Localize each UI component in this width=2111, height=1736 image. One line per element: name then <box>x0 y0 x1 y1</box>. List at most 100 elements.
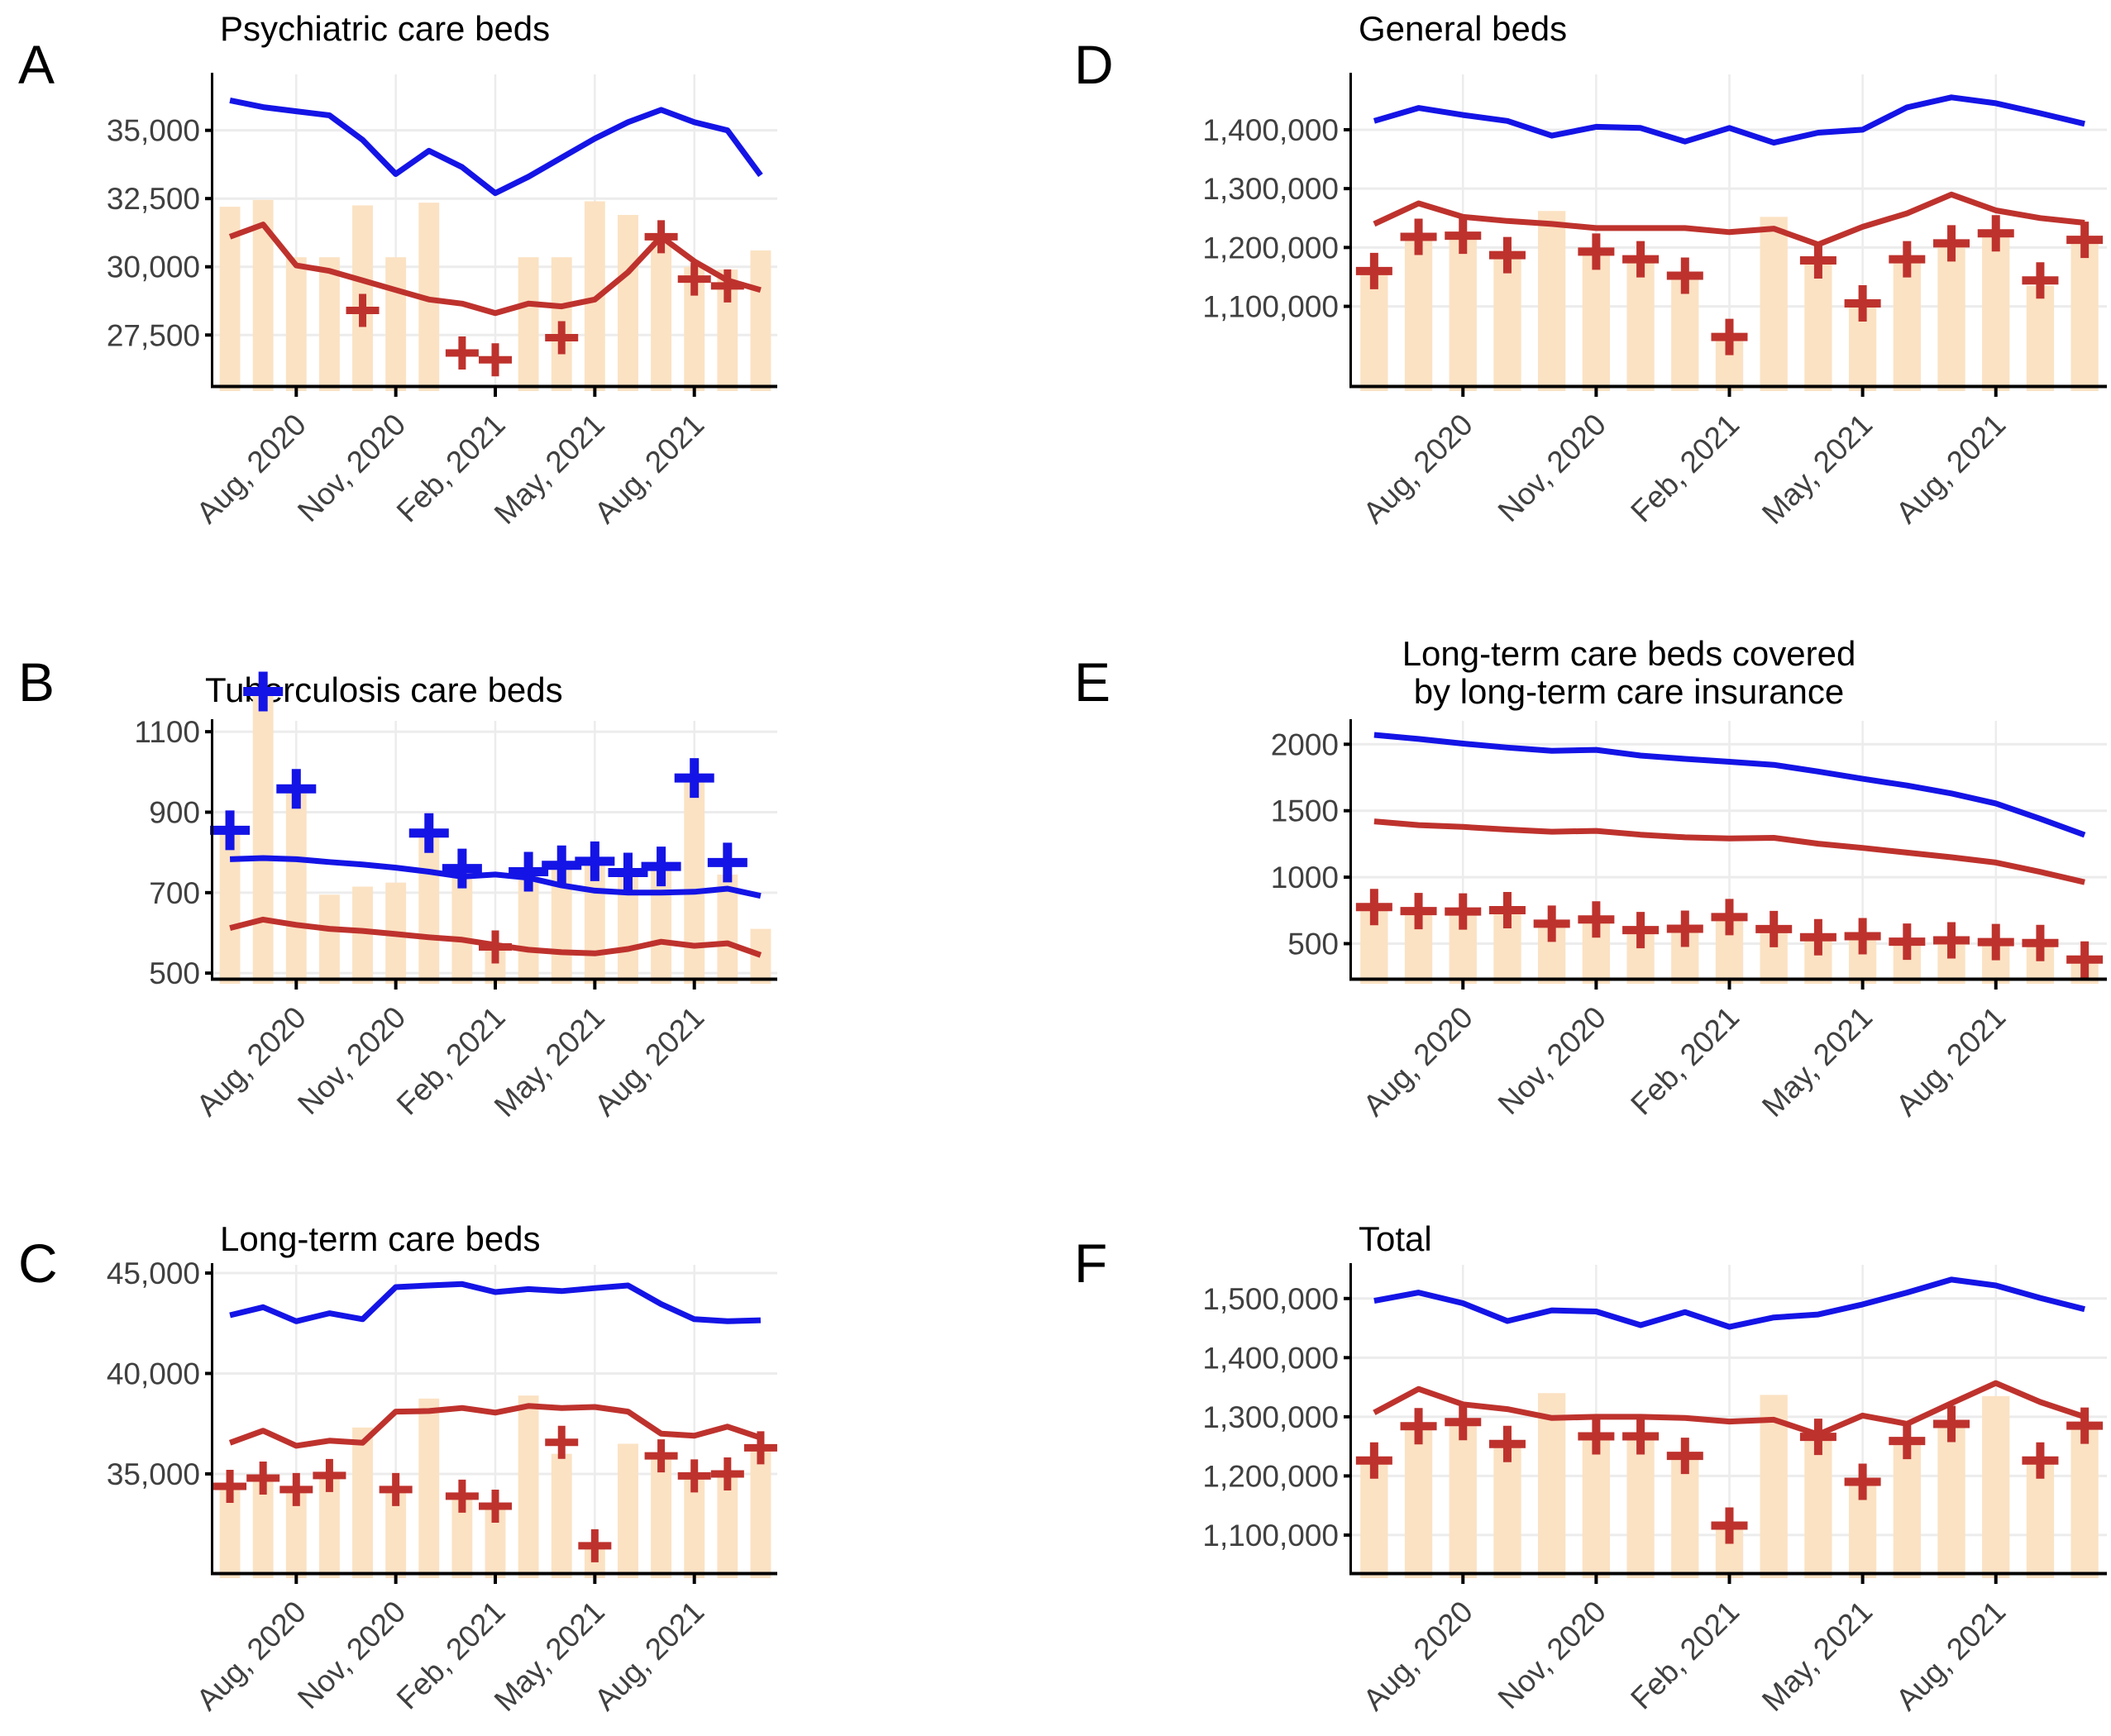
panel-b-bar <box>750 928 771 984</box>
panel-c-y-tick-label: 40,000 <box>107 1357 200 1390</box>
panel-d-bar <box>1760 217 1788 391</box>
panel-d-x-tick-label: Aug, 2021 <box>1889 408 2012 530</box>
panel-e-x-tick-label: Aug, 2021 <box>1889 1000 2012 1123</box>
panel-d-letter: D <box>1074 34 1114 95</box>
panel-c-x-tick-label: May, 2021 <box>488 1595 611 1718</box>
panel-f-red-plus <box>1622 1418 1660 1455</box>
panel-b-y-tick-label: 1100 <box>134 715 200 749</box>
panel-e-red-line <box>1373 818 2085 885</box>
panel-c-red-plus <box>710 1457 744 1490</box>
panel-a-title: Psychiatric care beds <box>220 9 551 48</box>
panel-d-red-plus <box>2066 222 2104 259</box>
panel-c-bar <box>717 1473 738 1578</box>
panel-b-y-tick-label: 900 <box>149 795 200 829</box>
panel-d-red-plus <box>2022 262 2059 299</box>
panel-c-red-plus <box>279 1472 313 1506</box>
panel-f-red-plus <box>1799 1419 1836 1456</box>
panel-f-title: Total <box>1359 1219 1432 1258</box>
panel-f-x-tick-label: Nov, 2020 <box>1492 1595 1612 1715</box>
panel-f-x-tick-label: May, 2021 <box>1755 1595 1879 1718</box>
panel-a-x-tick-label: May, 2021 <box>488 408 611 531</box>
panel-c-red-plus <box>743 1431 777 1465</box>
panel-a-red-plus <box>479 343 512 377</box>
panel-f-letter: F <box>1074 1233 1108 1294</box>
panel-a-red-plus <box>710 269 744 303</box>
panel-d-bar <box>1937 244 1965 391</box>
panel-f-red-plus <box>1355 1442 1392 1479</box>
panel-f-y-tick-label: 1,400,000 <box>1202 1341 1339 1375</box>
panel-e-x-tick-label: May, 2021 <box>1755 1000 1879 1123</box>
panel-e-x-tick-label: Aug, 2020 <box>1357 1000 1479 1123</box>
panel-e-x-tick-label: Feb, 2021 <box>1624 1000 1746 1122</box>
panel-e-red-plus <box>1400 893 1437 930</box>
panel-d-red-plus <box>1844 285 1881 322</box>
panel-a-x-tick-label: Aug, 2020 <box>190 408 313 530</box>
panel-b-x-tick-label: Aug, 2021 <box>588 1000 710 1123</box>
panel-c-red-plus <box>578 1529 612 1562</box>
panel-b-x-tick-label: May, 2021 <box>488 1000 611 1123</box>
panel-d-red-line <box>1373 191 2085 248</box>
panel-b-bar <box>318 894 340 984</box>
panel-b-y-tick-label: 700 <box>149 876 200 910</box>
panel-b-blue-plus <box>210 810 251 851</box>
panel-d-red-plus <box>1711 318 1748 355</box>
panel-b-y-tick-label: 500 <box>149 956 200 990</box>
panel-f-red-plus <box>1711 1507 1748 1544</box>
panel-b-bar <box>219 832 241 984</box>
panel-e-red-plus <box>1578 901 1615 938</box>
panel-e-red-plus <box>1622 912 1660 949</box>
panel-a-x-tick-label: Nov, 2020 <box>291 408 412 528</box>
panel-b-blue-plus <box>641 847 681 887</box>
panel-f-x-tick-label: Aug, 2021 <box>1889 1595 2012 1717</box>
panel-b-blue-plus <box>542 845 582 885</box>
panel-d-red-plus <box>1933 225 1970 262</box>
panel-d-red-plus <box>1799 242 1836 279</box>
panel-d-bar <box>1449 238 1477 391</box>
panel-e-red-plus <box>1666 910 1703 947</box>
panel-d-bar <box>1582 253 1611 391</box>
panel-f-red-plus <box>2022 1442 2059 1479</box>
panel-f-bar <box>1449 1425 1477 1578</box>
panel-f-bar <box>1404 1428 1433 1578</box>
panel-b-blue-line <box>229 855 762 899</box>
panel-e-red-plus <box>1844 918 1881 955</box>
panel-e-letter: E <box>1074 651 1111 713</box>
panel-f-red-plus <box>1488 1425 1526 1462</box>
panel-a-bar <box>618 215 638 391</box>
panel-b-blue-plus <box>442 848 482 889</box>
panel-e-blue-line <box>1373 732 2086 838</box>
panel-d-bar <box>1804 262 1832 391</box>
panel-e-red-plus <box>1445 893 1482 930</box>
panel-f-bar <box>2070 1427 2099 1578</box>
panel-a-bar <box>285 257 307 391</box>
panel-e-red-plus <box>1355 889 1392 926</box>
panel-b-bar <box>684 775 705 984</box>
panel-b-bar <box>651 867 672 984</box>
panel-f-red-plus <box>1578 1418 1615 1455</box>
panel-b-letter: B <box>18 651 55 713</box>
panel-a-bar <box>518 257 539 391</box>
panel-e-red-plus <box>1933 922 1970 959</box>
panel-f-y-tick-label: 1,300,000 <box>1202 1400 1339 1434</box>
panel-a-x-tick-label: Aug, 2021 <box>588 408 710 530</box>
panel-a-y-tick-label: 35,000 <box>107 114 200 148</box>
panel-c-red-plus <box>246 1462 280 1495</box>
panel-b-bar <box>352 886 373 984</box>
panel-a-red-line <box>228 222 762 317</box>
panel-e-title-line2: by long-term care insurance <box>1413 672 1845 711</box>
panel-c-red-plus <box>213 1470 247 1504</box>
panel-b-blue-plus <box>243 671 284 712</box>
panel-d-red-plus <box>1355 252 1392 289</box>
panel-d-red-plus <box>1400 218 1437 255</box>
panel-d-title: General beds <box>1359 9 1568 48</box>
panel-b-title: Tuberculosis care beds <box>205 670 563 709</box>
panel-c-x-tick-label: Aug, 2021 <box>588 1595 710 1717</box>
panel-f-bar <box>1360 1461 1388 1578</box>
panel-c-red-plus <box>379 1472 413 1506</box>
panel-d-bar <box>1538 211 1566 391</box>
panel-e-y-tick-label: 500 <box>1287 928 1339 961</box>
panel-c-red-plus <box>644 1439 678 1473</box>
